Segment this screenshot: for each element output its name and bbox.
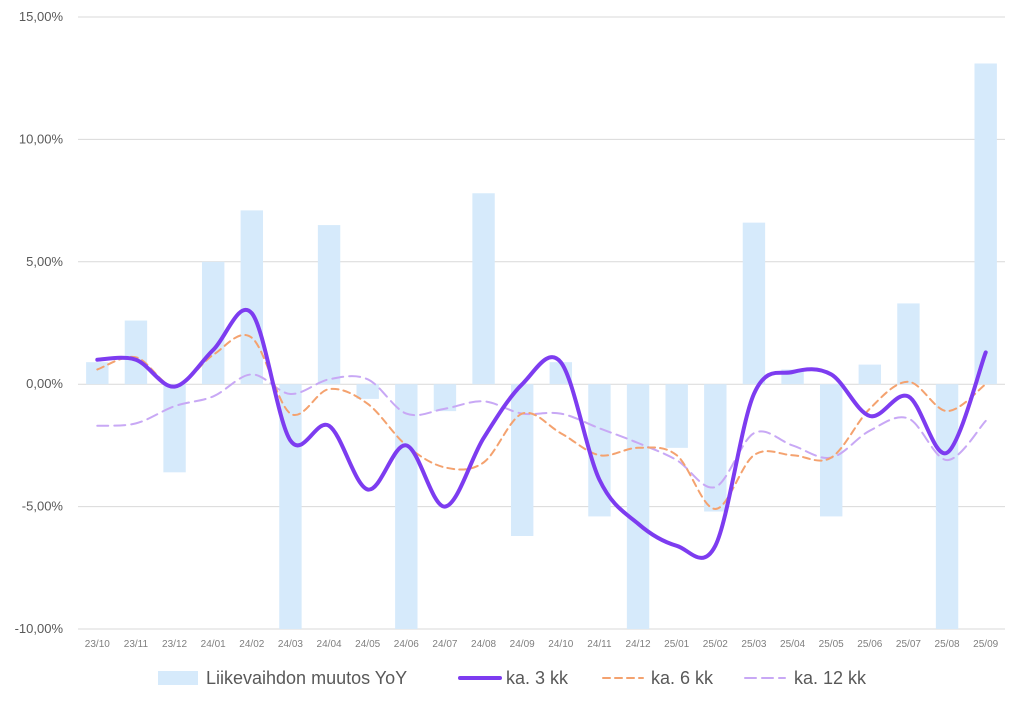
x-tick-label: 25/02 (703, 639, 728, 650)
x-tick-label: 25/04 (780, 639, 805, 650)
x-tick-label: 25/01 (664, 639, 689, 650)
x-tick-label: 24/01 (201, 639, 226, 650)
bar (124, 320, 148, 385)
series-line (96, 373, 987, 489)
x-tick-label: 24/03 (278, 639, 303, 650)
legend-label: ka. 3 kk (506, 668, 569, 688)
x-tick-label: 25/08 (935, 639, 960, 650)
x-tick-label: 25/06 (857, 639, 882, 650)
bar (86, 362, 109, 385)
y-tick-label: 5,00% (26, 254, 63, 269)
bar (356, 384, 379, 399)
line-series (95, 308, 988, 560)
x-tick-label: 25/07 (896, 639, 921, 650)
series-line (95, 308, 988, 560)
y-tick-label: -10,00% (15, 621, 64, 636)
bar (395, 384, 418, 629)
x-tick-label: 23/12 (162, 639, 187, 650)
y-tick-label: 0,00% (26, 376, 63, 391)
x-tick-label: 25/05 (819, 639, 844, 650)
x-tick-label: 24/05 (355, 639, 380, 650)
bar (665, 384, 688, 448)
legend-label: Liikevaihdon muutos YoY (206, 668, 407, 688)
x-tick-label: 25/03 (741, 639, 766, 650)
bar (588, 384, 611, 517)
series-line (96, 334, 987, 510)
legend-item: ka. 6 kk (602, 668, 714, 688)
legend-label: ka. 12 kk (794, 668, 867, 688)
bar (858, 364, 882, 385)
y-tick-label: -5,00% (22, 499, 64, 514)
bar (240, 210, 264, 385)
bar (742, 222, 766, 385)
x-tick-label: 24/09 (510, 639, 535, 650)
legend-item: ka. 12 kk (744, 668, 867, 688)
x-tick-label: 23/10 (85, 639, 110, 650)
x-tick-label: 24/08 (471, 639, 496, 650)
x-tick-label: 23/11 (124, 639, 149, 650)
bar (433, 384, 457, 412)
bar (549, 362, 573, 385)
x-tick-label: 24/04 (317, 639, 342, 650)
bar (472, 193, 495, 385)
bar (974, 63, 997, 385)
legend: Liikevaihdon muutos YoY ka. 3 kk ka. 6 kk k… (158, 668, 867, 688)
bar (317, 225, 341, 385)
bar (626, 384, 650, 629)
x-tick-label: 24/02 (239, 639, 264, 650)
bar (704, 384, 727, 512)
y-axis-ticks: 15,00% 10,00% 5,00% 0,00% -5,00% -10,00% (15, 9, 64, 636)
legend-label: ka. 6 kk (651, 668, 714, 688)
x-tick-label: 24/12 (626, 639, 651, 650)
y-tick-label: 15,00% (19, 9, 64, 24)
x-tick-label: 24/07 (432, 639, 457, 650)
bar (510, 384, 534, 536)
legend-item: Liikevaihdon muutos YoY (158, 668, 407, 688)
bar (163, 384, 186, 473)
x-tick-label: 24/11 (587, 639, 612, 650)
x-axis-ticks: 23/10 23/11 23/12 24/01 24/02 24/03 24/04 24/05… (85, 639, 999, 650)
bar (897, 303, 920, 385)
bar (201, 261, 225, 385)
y-tick-label: 10,00% (19, 131, 64, 146)
x-tick-label: 25/09 (973, 639, 998, 650)
bar (935, 384, 959, 629)
x-tick-label: 24/06 (394, 639, 419, 650)
legend-item: ka. 3 kk (458, 668, 569, 688)
bar (819, 384, 843, 517)
legend-swatch (158, 671, 198, 685)
bar-series (86, 63, 997, 629)
x-tick-label: 24/10 (548, 639, 573, 650)
